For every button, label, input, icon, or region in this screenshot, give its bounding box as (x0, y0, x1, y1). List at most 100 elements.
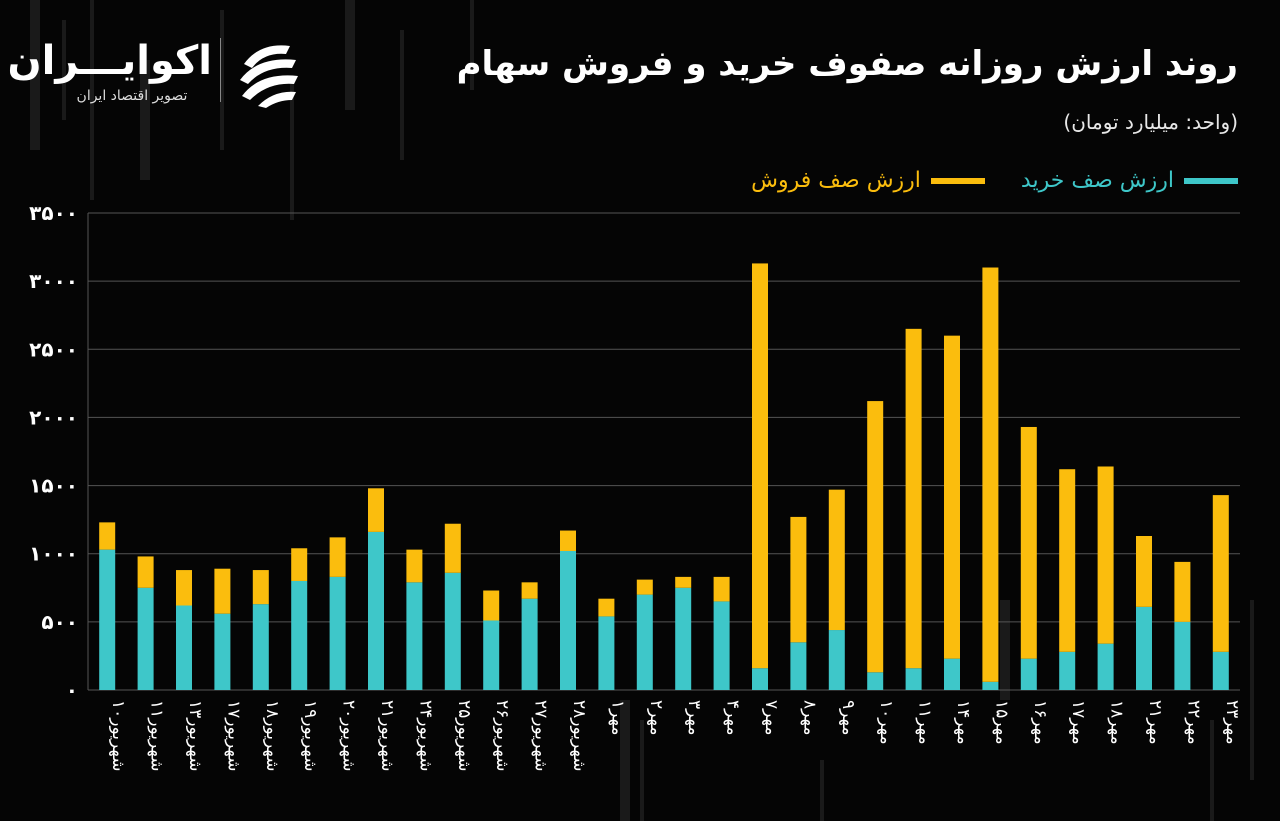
x-tick-label: شهریور۲۷ (531, 700, 551, 771)
legend-swatch-sell (930, 177, 985, 184)
bar-sell (1212, 495, 1229, 652)
decorative-candle (345, 0, 355, 110)
bar-buy (99, 549, 116, 690)
bar-sell (444, 523, 461, 573)
bar-sell (406, 549, 423, 583)
x-tick-label: مهر۲۱ (1145, 700, 1165, 745)
x-tick-label: شهریور۲۰ (339, 700, 359, 771)
bar-buy (944, 658, 960, 690)
bar-buy (291, 580, 308, 690)
x-tick-label: مهر۱۷ (1068, 700, 1088, 745)
bar-sell (483, 590, 500, 621)
x-tick-label: شهریور۲۶ (492, 700, 512, 771)
bar-sell (675, 576, 692, 588)
decorative-candle (1250, 600, 1254, 780)
bar-buy (560, 550, 576, 690)
bar-buy (1059, 651, 1076, 690)
x-tick-label: شهریور۱۰ (108, 700, 128, 771)
x-tick-label: مهر۱۶ (1030, 700, 1050, 745)
bar-buy (675, 587, 692, 690)
y-tick-label: ۲۰۰۰ (29, 405, 78, 429)
x-tick-label: شهریور۱۱ (147, 700, 167, 771)
x-tick-label: مهر۱۸ (1107, 700, 1127, 745)
bar-buy (905, 668, 922, 690)
bar-buy (1136, 606, 1152, 690)
bar-buy (137, 587, 154, 690)
decorative-candle (620, 700, 630, 821)
bar-buy (1212, 651, 1229, 690)
bar-buy (982, 681, 999, 690)
decorative-candle (640, 720, 644, 821)
x-tick-label: شهریور۲۴ (415, 700, 435, 771)
bar-sell (137, 556, 154, 588)
x-tick-label: شهریور۱۷ (223, 700, 243, 771)
bar-buy (406, 582, 423, 690)
bar-buy (752, 668, 768, 690)
bar-buy (483, 620, 500, 690)
legend-label-buy: ارزش صف خرید (1020, 168, 1174, 193)
bar-buy (713, 601, 730, 690)
bar-sell (1097, 466, 1114, 644)
bar-sell (252, 570, 269, 605)
x-tick-label: مهر۸ (799, 700, 819, 735)
bar-buy (1174, 621, 1191, 690)
chart-subtitle: (واحد: میلیارد تومان) (1063, 110, 1238, 134)
x-tick-label: شهریور۱۳ (185, 700, 205, 771)
decorative-candle (400, 30, 404, 160)
x-tick-label: شهریور۲۸ (569, 700, 589, 771)
legend-swatch-buy (1184, 177, 1238, 184)
bar-buy (1020, 658, 1037, 690)
y-tick-label: ۳۰۰۰ (29, 269, 78, 293)
y-tick-label: ۳۵۰۰ (29, 201, 78, 225)
x-tick-label: مهر۱۴ (953, 700, 973, 745)
decorative-candle (62, 20, 66, 120)
logo-mark-icon (240, 45, 298, 108)
x-tick-label: مهر۲۲ (1183, 700, 1203, 745)
bar-sell (214, 568, 231, 614)
bar-sell (944, 335, 960, 659)
x-tick-label: مهر۱۱ (915, 700, 935, 745)
bar-buy (1097, 643, 1114, 690)
x-tick-label: مهر۳ (684, 700, 704, 735)
decorative-candle (140, 60, 150, 180)
decorative-candle (30, 0, 40, 150)
y-tick-label: ۵۰۰ (41, 610, 78, 634)
bar-buy (867, 672, 884, 690)
decorative-candle (820, 760, 824, 821)
bar-buy (521, 598, 538, 690)
bar-sell (1020, 426, 1037, 659)
bar-sell (713, 576, 730, 602)
bar-buy (444, 572, 461, 690)
bar-sell (176, 570, 192, 606)
bar-sell (560, 530, 576, 551)
y-tick-label: ۱۵۰۰ (29, 474, 78, 498)
x-tick-label: مهر۹ (838, 700, 858, 735)
bar-buy (636, 594, 653, 690)
bar-sell (1059, 469, 1076, 652)
bar-sell (99, 522, 116, 550)
x-tick-label: مهر۷ (761, 700, 781, 735)
bar-sell (636, 579, 653, 595)
legend-item-sell: ارزش صف فروش (751, 168, 985, 193)
x-tick-label: مهر۲ (646, 700, 666, 735)
x-tick-label: شهریور۲۱ (377, 700, 397, 771)
logo-divider (220, 38, 221, 102)
bar-buy (598, 616, 615, 690)
bar-buy (368, 531, 384, 690)
x-tick-label: مهر۱۵ (991, 700, 1011, 745)
decorative-candle (470, 0, 474, 90)
bar-buy (176, 605, 192, 690)
logo: اکوایـــران تصویر اقتصاد ایران (7, 32, 318, 112)
decorative-candle (90, 0, 94, 200)
x-tick-label: مهر۱۰ (876, 700, 896, 745)
bar-sell (1136, 535, 1152, 607)
legend-item-buy: ارزش صف خرید (1021, 168, 1238, 193)
x-tick-label: مهر۱ (607, 700, 627, 735)
x-tick-label: شهریور۱۹ (300, 700, 320, 771)
bar-sell (1174, 561, 1191, 622)
bar-sell (291, 548, 308, 581)
bar-buy (214, 613, 231, 690)
y-tick-label: ۰ (66, 678, 78, 702)
